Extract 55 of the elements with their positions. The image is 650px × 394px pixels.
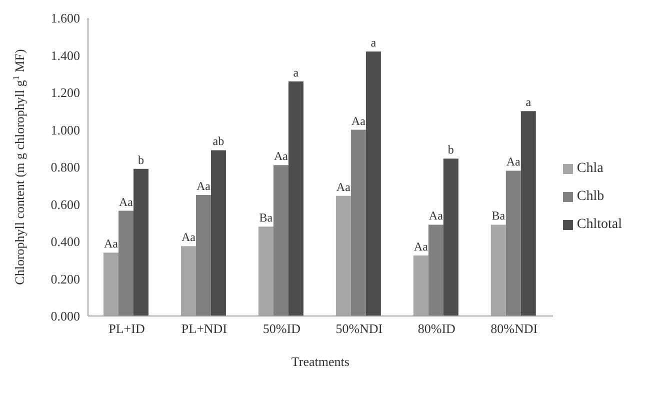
x-tick-label: PL+NDI — [181, 321, 228, 336]
bar — [506, 170, 521, 316]
y-tick-label: 0.000 — [50, 308, 80, 324]
data-label: Aa — [351, 114, 366, 128]
bar — [133, 168, 148, 316]
x-tick-label: 80%ID — [418, 321, 456, 336]
bar — [118, 210, 134, 316]
bar — [350, 130, 366, 316]
x-tick-label: 50%NDI — [336, 321, 383, 336]
bar — [288, 81, 304, 316]
y-tick-label: 0.600 — [50, 196, 80, 212]
data-label: Aa — [196, 178, 212, 193]
data-label: Aa — [181, 230, 196, 244]
bar — [366, 52, 381, 316]
bar — [180, 246, 196, 316]
data-label: Aa — [104, 236, 119, 251]
y-tick-label: 1.400 — [50, 48, 80, 63]
data-label: ab — [212, 134, 224, 148]
bar — [336, 196, 351, 316]
bar — [196, 194, 211, 316]
bar — [258, 226, 274, 316]
data-label: Aa — [274, 149, 289, 164]
x-tick-label: PL+ID — [108, 321, 145, 336]
data-label: Ba — [492, 208, 506, 223]
data-label: Aa — [428, 208, 444, 223]
x-tick-label: 50%ID — [262, 321, 300, 336]
y-tick-label: 1.000 — [50, 122, 80, 138]
bar — [210, 150, 226, 316]
bar — [273, 165, 288, 316]
data-label: Aa — [414, 239, 429, 254]
legend-label: Chltotal — [576, 217, 622, 232]
data-label: a — [370, 36, 377, 50]
y-tick-label: 0.200 — [50, 271, 80, 286]
data-label: b — [138, 152, 144, 167]
x-tick-label: 80%NDI — [490, 321, 538, 336]
bar — [520, 111, 536, 316]
y-tick-label: 0.800 — [50, 160, 80, 175]
bar — [103, 252, 118, 316]
legend-label: Chlb — [576, 189, 604, 204]
y-tick-label: 1.600 — [50, 10, 80, 26]
data-label: Ba — [259, 210, 274, 225]
data-label: a — [293, 65, 300, 80]
bar — [490, 224, 506, 316]
legend-label: Chla — [576, 161, 604, 176]
data-label: a — [526, 95, 532, 110]
y-tick-label: 0.400 — [50, 234, 80, 250]
data-label: Aa — [506, 154, 522, 169]
data-label: Aa — [336, 180, 352, 194]
data-label: Aa — [118, 194, 134, 209]
bar — [428, 224, 444, 316]
x-axis-title: Treatments — [291, 354, 350, 369]
bar — [413, 255, 428, 316]
bar — [443, 158, 458, 316]
data-label: b — [448, 142, 454, 157]
y-tick-label: 1.200 — [50, 85, 80, 100]
